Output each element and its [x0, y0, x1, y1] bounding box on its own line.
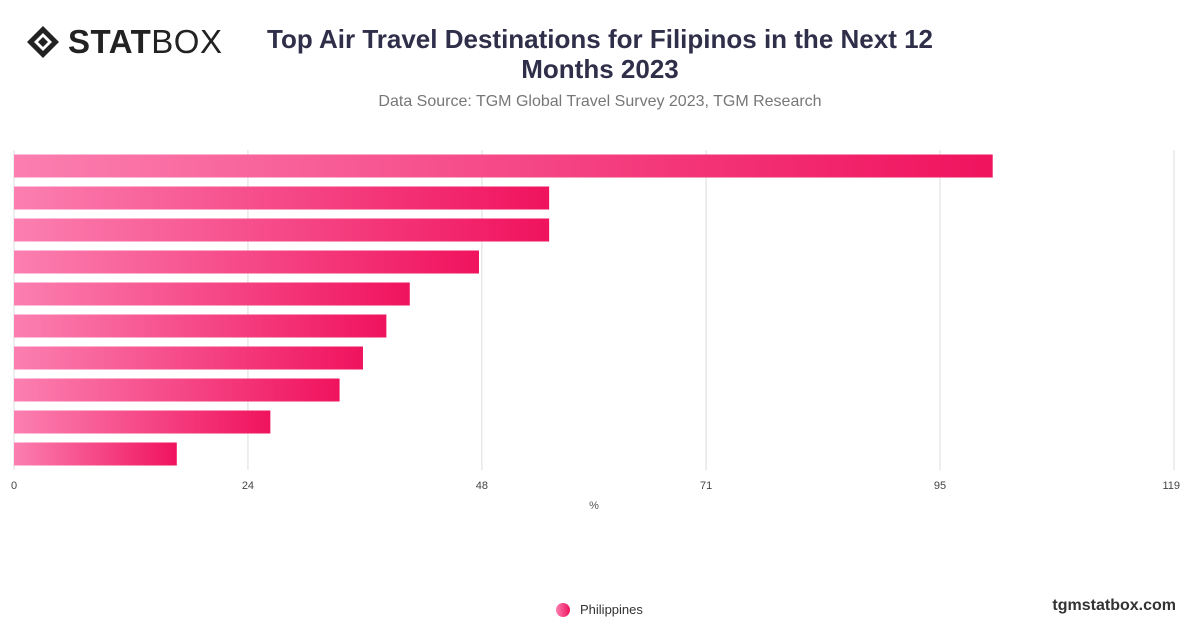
legend[interactable]: Philippines	[556, 602, 643, 617]
bar[interactable]	[14, 186, 550, 210]
chart-title: Top Air Travel Destinations for Filipino…	[267, 24, 933, 84]
chart-subtitle: Data Source: TGM Global Travel Survey 20…	[378, 93, 822, 110]
tick-layer: 0 24 48 71 95 119	[11, 480, 1180, 492]
bar[interactable]	[14, 314, 387, 338]
bar[interactable]	[14, 282, 410, 306]
bar[interactable]	[14, 378, 340, 402]
bar[interactable]	[14, 154, 993, 178]
grid-layer	[13, 150, 1175, 470]
statbox-logo: STATBOX	[26, 22, 222, 62]
bar-layer	[14, 154, 993, 466]
bar[interactable]	[14, 346, 363, 370]
bar[interactable]	[14, 442, 177, 466]
logo-wordmark: STATBOX	[68, 24, 222, 60]
x-tick-label: 48	[476, 480, 488, 492]
bar[interactable]	[14, 250, 479, 274]
website-label: tgmstatbox.com	[1052, 597, 1176, 614]
x-tick-label: 95	[934, 480, 946, 492]
bar[interactable]	[14, 410, 271, 434]
x-tick-label: 119	[1162, 480, 1180, 492]
diamond-logo-icon	[27, 26, 59, 58]
logo-bold-text: STAT	[68, 23, 152, 60]
bar[interactable]	[14, 218, 550, 242]
x-tick-label: 24	[242, 480, 254, 492]
logo-light-text: BOX	[151, 23, 223, 60]
x-tick-label: 71	[700, 480, 712, 492]
legend-swatch	[556, 602, 570, 617]
x-axis-title: %	[589, 500, 599, 512]
x-tick-label: 0	[11, 480, 17, 492]
legend-label: Philippines	[580, 602, 643, 617]
